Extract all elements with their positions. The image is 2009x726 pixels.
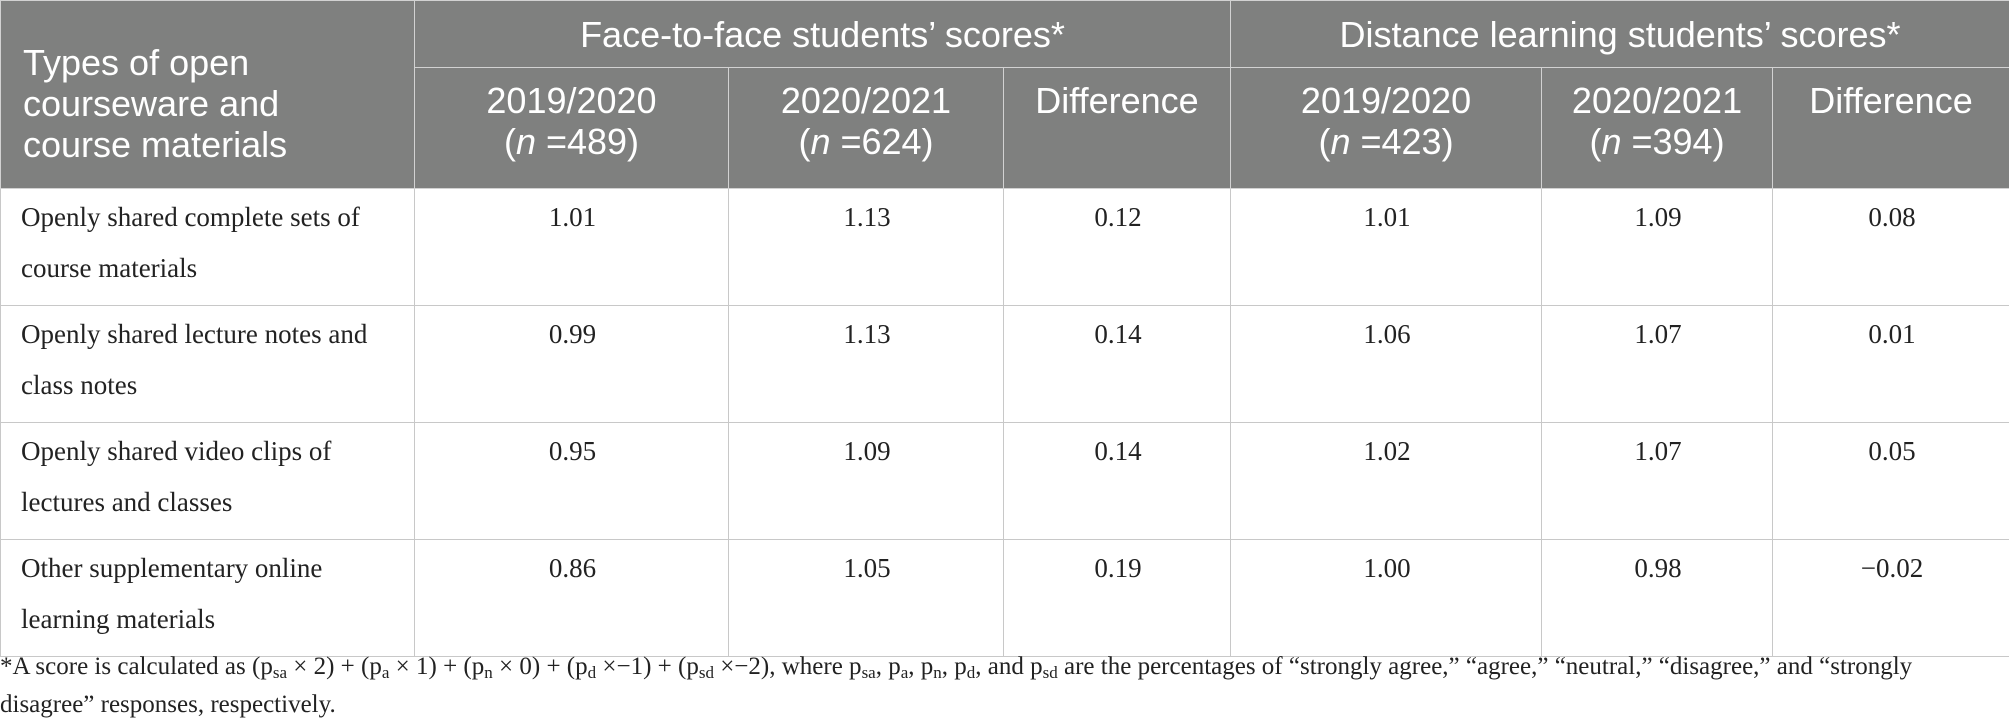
col-year: 2019/2020 [1300, 80, 1472, 121]
row-label: Openly shared lecture notes and class no… [0, 305, 415, 423]
col-header-f2f-2020: 2020/2021 (n =624) [728, 67, 1004, 189]
cell-dl-2019: 1.01 [1230, 188, 1543, 306]
header-row-groups: Types of open courseware and course mate… [0, 0, 2009, 189]
cell-f2f-difference: 0.12 [1002, 188, 1232, 306]
n-label: n [1601, 121, 1622, 162]
group-header-face-to-face: Face-to-face students’ scores* [413, 0, 1232, 68]
footnote-text: ×−2), where p [713, 653, 862, 680]
row-label: Openly shared video clips of lectures an… [0, 422, 415, 540]
col-year: 2019/2020 [486, 80, 657, 121]
footnote-text: , p [941, 653, 967, 680]
table-row: Openly shared lecture notes and class no… [0, 305, 2009, 423]
cell-dl-difference: 0.05 [1772, 422, 2009, 540]
col-header-dl-2020: 2020/2021 (n =394) [1541, 67, 1774, 189]
cell-f2f-2019: 0.86 [414, 539, 729, 657]
footnote-subscript: sd [698, 663, 714, 682]
table-row: Openly shared complete sets of course ma… [0, 188, 2009, 306]
table-body: Openly shared complete sets of course ma… [0, 188, 2009, 657]
footnote-subscript: sa [861, 663, 876, 682]
cell-dl-difference: 0.08 [1772, 188, 2009, 306]
cell-dl-2020: 1.07 [1541, 422, 1774, 540]
cell-f2f-2020: 1.13 [728, 305, 1004, 423]
footnote-text: are the percentages of “strongly agree,”… [0, 653, 1913, 718]
footnote-text: , and p [975, 653, 1043, 680]
cell-dl-2020: 0.98 [1541, 539, 1774, 657]
n-label: n [1330, 121, 1351, 162]
col-year: 2020/2021 [1571, 80, 1743, 121]
footnote-subscript: sa [272, 663, 287, 682]
cell-f2f-2020: 1.13 [728, 188, 1004, 306]
footnote-subscript: d [966, 663, 976, 682]
cell-dl-2019: 1.00 [1230, 539, 1543, 657]
cell-dl-2020: 1.07 [1541, 305, 1774, 423]
footnote-subscript: a [381, 663, 390, 682]
footnote-text: *A score is calculated as (p [0, 653, 273, 680]
n-label: n [515, 121, 536, 162]
footnote-text: × 2) + (p [287, 653, 382, 680]
footnote-subscript: d [587, 663, 597, 682]
n-label: n [810, 121, 831, 162]
col-header-dl-2019: 2019/2020 (n =423) [1230, 67, 1543, 189]
cell-f2f-difference: 0.14 [1002, 422, 1232, 540]
row-label: Other supplementary online learning mate… [0, 539, 415, 657]
col-header-f2f-2019: 2019/2020 (n =489) [414, 67, 729, 189]
scores-table: Types of open courseware and course mate… [0, 0, 2009, 657]
table-wrapper: Types of open courseware and course mate… [0, 0, 2009, 657]
footnote-text: ×−1) + (p [596, 653, 699, 680]
n-value: =423) [1350, 121, 1454, 162]
table-row: Openly shared video clips of lectures an… [0, 422, 2009, 540]
col-header-dl-difference: Difference [1772, 67, 2009, 189]
row-label: Openly shared complete sets of course ma… [0, 188, 415, 306]
group-header-distance: Distance learning students’ scores* [1230, 0, 2009, 68]
footnote-text: × 1) + (p [389, 653, 485, 680]
cell-f2f-difference: 0.19 [1002, 539, 1232, 657]
cell-dl-2019: 1.06 [1230, 305, 1543, 423]
cell-f2f-2019: 1.01 [414, 188, 729, 306]
table-header: Types of open courseware and course mate… [0, 0, 2009, 189]
table-footnote: *A score is calculated as (psa × 2) + (p… [0, 648, 2000, 724]
cell-dl-difference: −0.02 [1772, 539, 2009, 657]
cell-f2f-2020: 1.05 [728, 539, 1004, 657]
footnote-subscript: n [484, 663, 493, 682]
table-row: Other supplementary online learning mate… [0, 539, 2009, 657]
header-row-columns: 2019/2020 (n =489) 2020/2021 (n =624) Diff… [1, 67, 2009, 189]
n-value: =624) [830, 121, 934, 162]
cell-f2f-2019: 0.95 [414, 422, 729, 540]
footnote-text: , p [908, 653, 934, 680]
col-header-f2f-difference: Difference [1002, 67, 1232, 189]
cell-f2f-2019: 0.99 [414, 305, 729, 423]
footnote-subscript: sd [1042, 663, 1058, 682]
cell-f2f-difference: 0.14 [1002, 305, 1232, 423]
n-value: =394) [1621, 121, 1725, 162]
cell-f2f-2020: 1.09 [728, 422, 1004, 540]
cell-dl-difference: 0.01 [1772, 305, 2009, 423]
footnote-subscript: n [933, 663, 942, 682]
col-year: 2020/2021 [780, 80, 952, 121]
footnote-text: , p [875, 653, 901, 680]
row-header-title: Types of open courseware and course mate… [0, 0, 415, 189]
cell-dl-2019: 1.02 [1230, 422, 1543, 540]
footnote-text: × 0) + (p [492, 653, 588, 680]
cell-dl-2020: 1.09 [1541, 188, 1774, 306]
footnote-subscript: a [900, 663, 909, 682]
n-value: =489) [535, 121, 640, 162]
